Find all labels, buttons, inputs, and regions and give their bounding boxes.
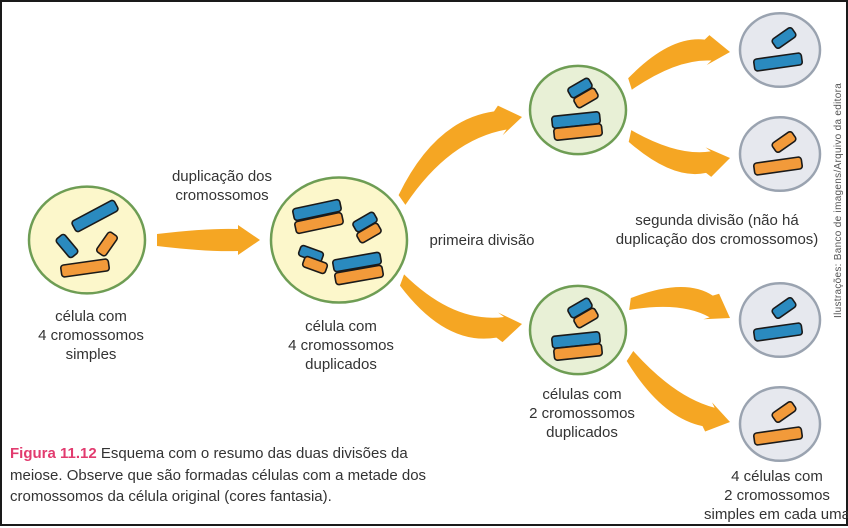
arrow: [157, 225, 260, 255]
image-credit: Ilustrações: Banco de imagens/Arquivo da…: [833, 8, 844, 318]
label-cell3: células com2 cromossomosduplicados: [502, 386, 662, 442]
figure-caption: Figura 11.12 Esquema com o resumo das du…: [10, 443, 440, 508]
label-cell2: célula com4 cromossomosduplicados: [266, 318, 416, 374]
arrow: [629, 130, 730, 177]
arrow: [628, 35, 730, 90]
cell: [740, 13, 820, 87]
label-cell4: 4 células com2 cromossomossimples em cad…: [692, 468, 848, 524]
cell: [740, 283, 820, 357]
label-div2: segunda divisão (não háduplicação dos cr…: [612, 212, 822, 250]
arrow: [629, 287, 730, 319]
diagram-frame: célula com4 cromossomossimples duplicaçã…: [0, 0, 848, 526]
label-dup: duplicação doscromossomos: [147, 168, 297, 206]
label-div1: primeira divisão: [407, 232, 557, 251]
cell: [740, 387, 820, 461]
cell: [530, 66, 626, 154]
cell: [740, 117, 820, 191]
arrow: [399, 106, 522, 205]
arrow: [400, 274, 522, 342]
cell: [530, 286, 626, 374]
cell: [29, 187, 145, 294]
figure-number: Figura 11.12: [10, 445, 97, 462]
label-cell1: célula com4 cromossomossimples: [16, 308, 166, 364]
